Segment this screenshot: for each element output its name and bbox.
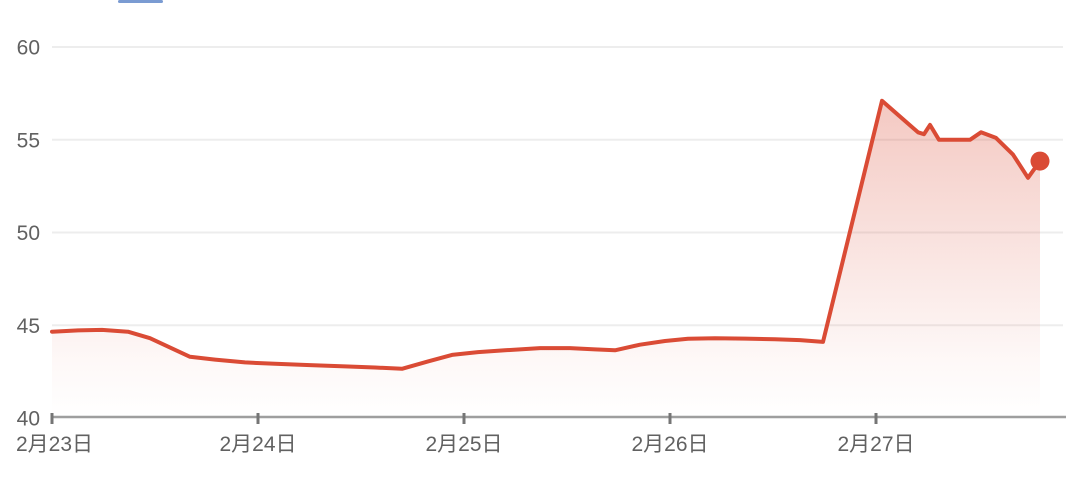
x-axis-tick [256, 413, 260, 424]
selected-tab-underline[interactable] [118, 0, 163, 3]
x-axis-tick [50, 413, 54, 424]
y-axis-label: 40 [17, 408, 40, 431]
current-price-dot [1030, 151, 1050, 171]
price-line [50, 98, 1042, 371]
x-axis-label: 2月24日 [219, 433, 296, 456]
x-axis-tick [874, 413, 878, 424]
x-axis-label: 2月26日 [631, 433, 708, 456]
y-axis-label: 60 [17, 37, 40, 60]
x-axis-label: 2月23日 [16, 433, 93, 456]
price-area-fill [52, 100, 1040, 418]
y-axis-label: 45 [17, 315, 40, 338]
y-axis-label: 50 [17, 222, 40, 245]
x-axis-label: 2月27日 [837, 433, 914, 456]
x-axis-tick [668, 413, 672, 424]
y-axis-label: 55 [17, 129, 40, 152]
x-axis-label: 2月25日 [425, 433, 502, 456]
x-axis-tick [462, 413, 466, 424]
